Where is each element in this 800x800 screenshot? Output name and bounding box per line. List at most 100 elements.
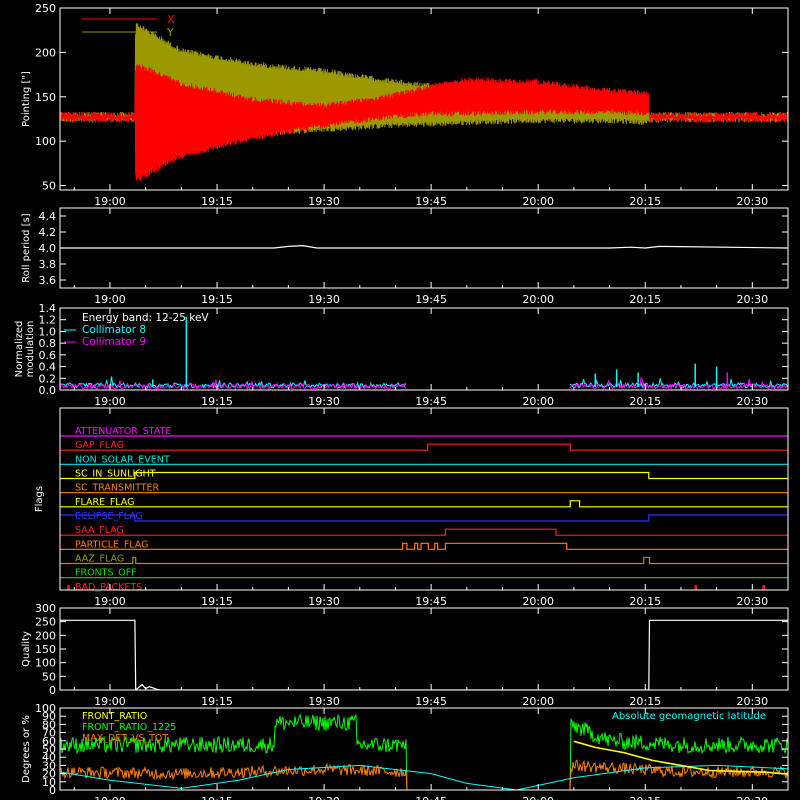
flags-x-tick-label: 20:30 — [736, 595, 768, 608]
legend-collimator-label: Collimator 9 — [82, 336, 146, 348]
pointing-x-tick-label: 20:15 — [629, 195, 661, 208]
modulation-x-tick-label: 19:45 — [415, 395, 447, 408]
legend-collimator-label: Collimator 8 — [82, 324, 146, 336]
flags-panel: ATTENUATOR_STATE GAP_FLAG NON_SOLAR_EVENT S… — [34, 407, 789, 608]
pointing-y-tick-label: 100 — [35, 135, 56, 148]
roll-period-x-tick-label: 19:30 — [308, 293, 340, 306]
legend-max-det-vs-tot: MAX_DET_VS_TOT — [82, 733, 168, 744]
roll-period-y-tick-label: 3.8 — [39, 258, 57, 271]
series-x-line — [60, 64, 788, 181]
flag-label: FRONTS_OFF — [75, 568, 137, 579]
modulation-y-tick-label: 0.4 — [39, 361, 57, 374]
legend-x-label: X — [167, 13, 175, 26]
ratios-y-tick-label: 80 — [42, 718, 56, 731]
flag-label: NON_SOLAR_EVENT — [75, 454, 170, 465]
modulation-axes-frame — [59, 307, 789, 391]
ratios-x-tick-label: 20:30 — [736, 795, 768, 800]
ratios-y-tick-label: 100 — [35, 702, 56, 715]
roll-period-x-tick-label: 19:00 — [94, 293, 126, 306]
flag-label: ATTENUATOR_STATE — [75, 426, 171, 437]
flags-x-tick-label: 19:15 — [201, 595, 233, 608]
ratios-x-tick-label: 19:15 — [201, 795, 233, 800]
pointing-x-tick-label: 19:45 — [415, 195, 447, 208]
modulation-y-axis-label: Normalized — [14, 321, 25, 378]
max-det-vs-tot-line — [60, 759, 788, 790]
modulation-y-tick-label: 1.4 — [39, 302, 57, 315]
ratios-x-tick-label: 20:15 — [629, 795, 661, 800]
flags-x-tick-label: 19:30 — [308, 595, 340, 608]
roll-period-y-tick-label: 4.0 — [39, 242, 57, 255]
quality-y-tick-label: 50 — [42, 670, 56, 683]
flag-particle-flag-line — [60, 542, 788, 550]
ratios-y-tick-label: 10 — [42, 776, 56, 789]
ratios-axes-frame — [59, 707, 789, 791]
modulation-x-tick-label: 19:00 — [94, 395, 126, 408]
flag-label: PARTICLE_FLAG — [75, 539, 148, 550]
flag-label: SAA_FLAG — [75, 525, 124, 536]
front-ratio-line — [573, 740, 788, 775]
front-ratio-1225-line — [60, 713, 788, 790]
ratios-y-tick-label: 30 — [42, 759, 56, 772]
pointing-y-axis-label: Pointing ["] — [21, 71, 32, 127]
pointing-panel: 50 100 150 200 250 Pointing ["] XY 19:00 19:15 19… — [21, 2, 789, 208]
roll-period-y-tick-label: 3.6 — [39, 274, 57, 287]
roll_period-line — [60, 244, 788, 249]
pointing-x-tick-label: 19:15 — [201, 195, 233, 208]
ratios-x-tick-label: 19:30 — [308, 795, 340, 800]
quality-axes-frame — [59, 607, 789, 691]
roll-period-panel: 3.6 3.8 4.0 4.2 4.4 Roll period [s] 19:00 19:15… — [21, 207, 789, 306]
quality-x-tick-label: 20:00 — [522, 695, 554, 708]
quality-y-tick-label: 200 — [35, 629, 56, 642]
flags-x-tick-label: 19:00 — [94, 595, 126, 608]
quality-y-tick-label: 250 — [35, 616, 56, 629]
annotation-geomagnetic-latitude: Absolute geomagnetic latitude — [612, 711, 766, 722]
ratios-y-tick-label: 60 — [42, 735, 56, 748]
quality-line — [60, 619, 788, 690]
modulation-x-tick-label: 20:30 — [736, 395, 768, 408]
flags-x-tick-label: 20:15 — [629, 595, 661, 608]
roll-period-x-tick-label: 20:15 — [629, 293, 661, 306]
pointing-y-tick-label: 250 — [35, 2, 56, 15]
flags-y-axis-label: Flags — [34, 486, 45, 512]
pointing-x-tick-label: 19:00 — [94, 195, 126, 208]
pointing-y-tick-label: 50 — [42, 180, 56, 193]
series-collimator-9-line — [60, 376, 788, 390]
modulation-panel: 0.00.20.40.60.81.01.21.4 Normalized modula… — [14, 302, 789, 408]
pointing-x-tick-label: 20:30 — [736, 195, 768, 208]
modulation-y-tick-label: 1.2 — [39, 314, 57, 327]
modulation-y-tick-label: 0.8 — [39, 337, 57, 350]
quality-x-tick-label: 19:00 — [94, 695, 126, 708]
modulation-x-tick-label: 20:00 — [522, 395, 554, 408]
pointing-y-tick-label: 200 — [35, 46, 56, 59]
roll-period-x-tick-label: 20:30 — [736, 293, 768, 306]
quality-x-tick-label: 19:45 — [415, 695, 447, 708]
ratios-y-tick-label: 0 — [49, 784, 56, 797]
flag-label: ECLIPSE_FLAG — [75, 511, 143, 522]
modulation-y-tick-label: 0.2 — [39, 372, 57, 385]
quality-y-tick-label: 300 — [35, 602, 56, 615]
pointing-axes-frame — [59, 7, 789, 191]
ratios-x-tick-label: 20:00 — [522, 795, 554, 800]
quality-y-tick-label: 100 — [35, 657, 56, 670]
quality-x-tick-label: 19:30 — [308, 695, 340, 708]
modulation-y-tick-label: 1.0 — [39, 325, 57, 338]
modulation-y-axis-label: modulation — [25, 321, 36, 378]
legend-title: Energy band: 12-25 keV — [82, 312, 209, 324]
roll-period-axes-frame — [59, 207, 789, 289]
quality-y-tick-label: 0 — [49, 684, 56, 697]
quality-x-tick-label: 20:30 — [736, 695, 768, 708]
legend-front-ratio-1225: FRONT_RATIO_1225 — [82, 722, 176, 733]
ratios-y-tick-label: 40 — [42, 751, 56, 764]
ratios-y-tick-label: 20 — [42, 768, 56, 781]
ratios-y-axis-label: Degrees or % — [21, 715, 32, 783]
quality-y-tick-label: 150 — [35, 643, 56, 656]
modulation-x-tick-label: 19:15 — [201, 395, 233, 408]
flag-saa-flag-line — [60, 528, 788, 536]
modulation-y-tick-label: 0.6 — [39, 349, 57, 362]
quality-x-tick-label: 20:15 — [629, 695, 661, 708]
flag-aaz-flag-line — [60, 556, 788, 565]
flag-gap-flag-line — [60, 443, 788, 451]
ratios-y-tick-label: 50 — [42, 743, 56, 756]
pointing-y-tick-label: 150 — [35, 91, 56, 104]
